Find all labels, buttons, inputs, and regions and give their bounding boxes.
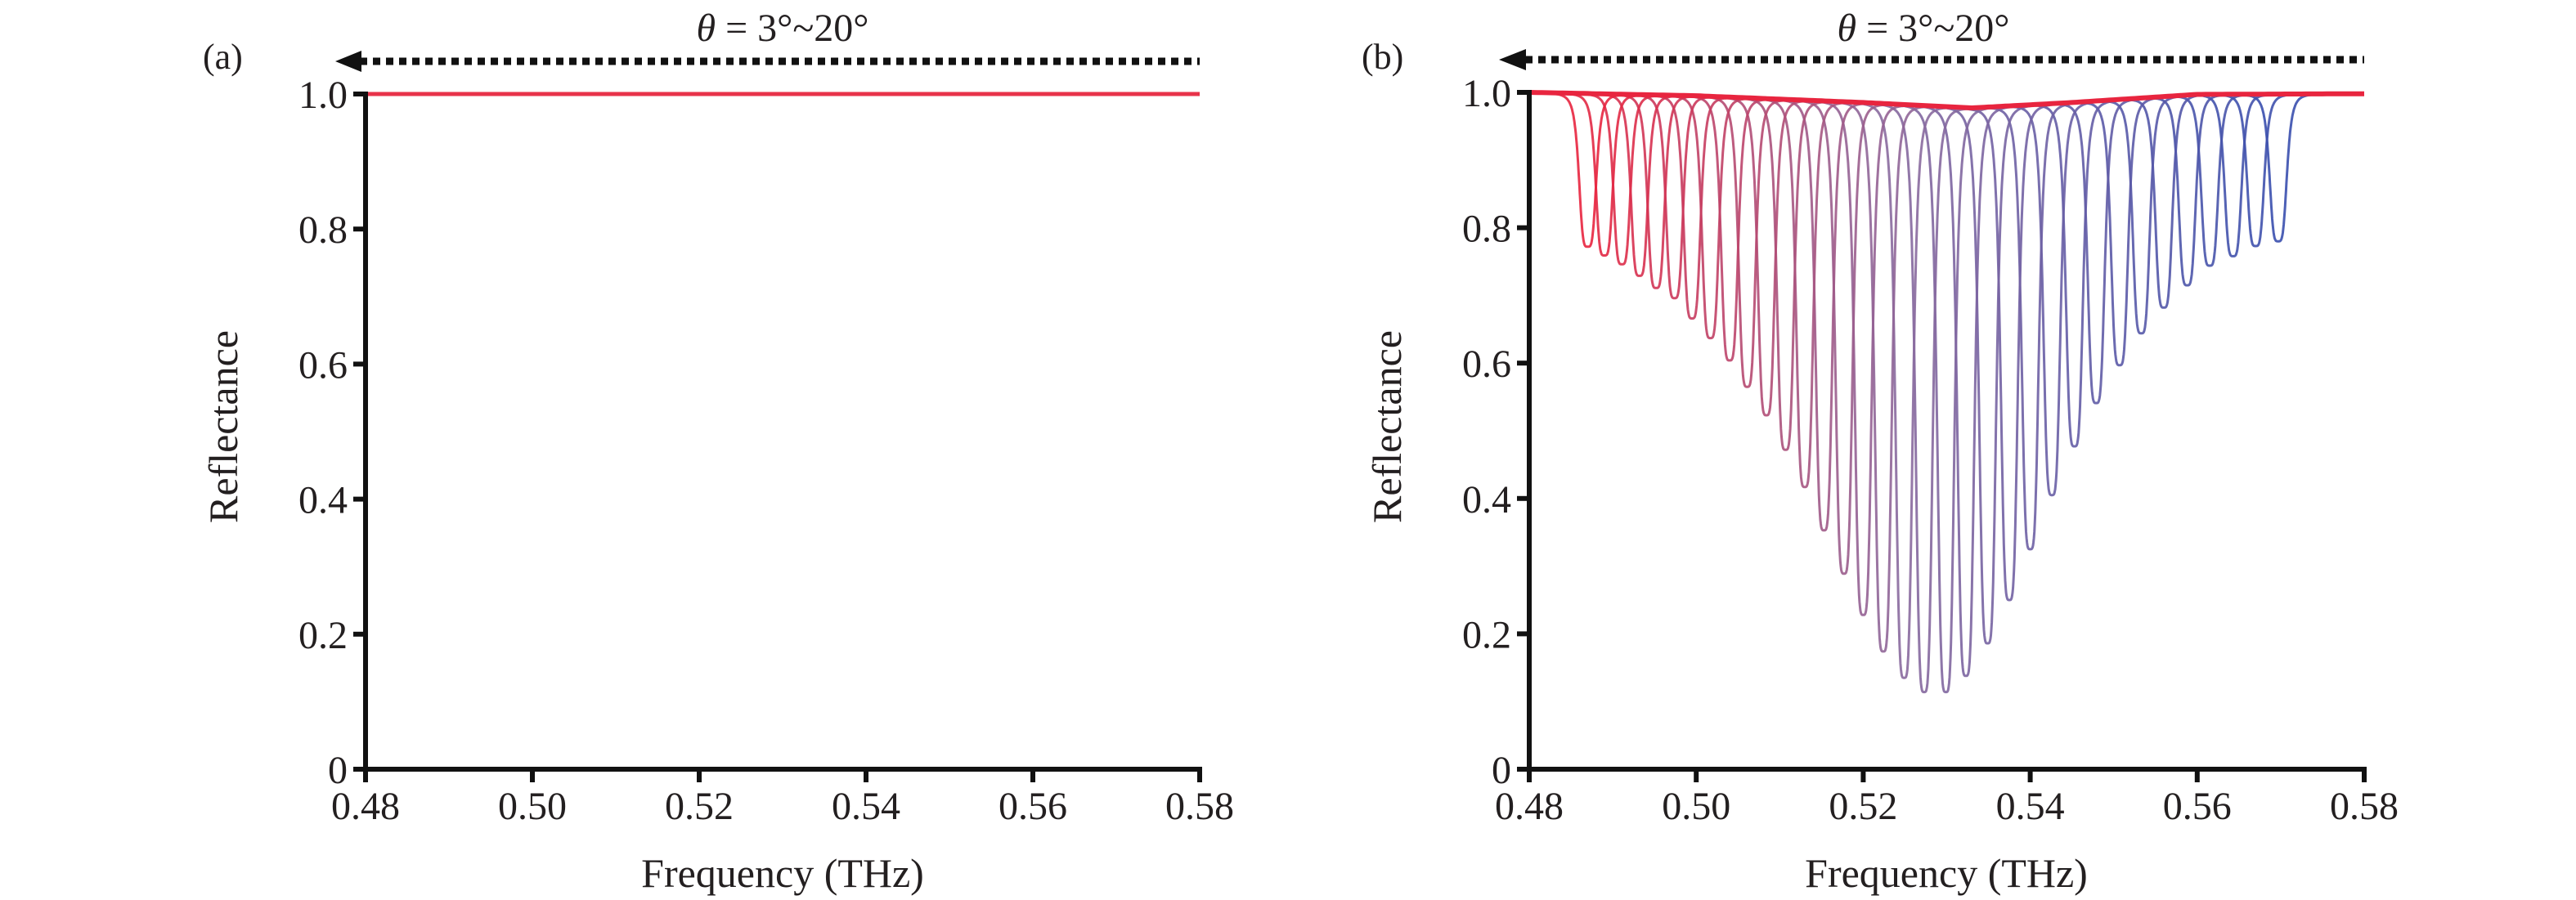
y-tick-label: 0.2 xyxy=(298,614,348,657)
dip-curve xyxy=(1529,91,2364,678)
x-tick-label: 0.50 xyxy=(1662,785,1730,828)
dip-curve xyxy=(1529,91,2364,694)
x-tick-label: 0.52 xyxy=(1829,785,1897,828)
dip-curve xyxy=(1529,91,2364,653)
y-tick-label: 0 xyxy=(1492,749,1511,792)
y-tick-label: 0.8 xyxy=(298,208,348,252)
angle-arrow xyxy=(335,51,1200,72)
axes: 0 0.2 0.4 0.6 0.8 1.0 0.48 0.50 0.52 0.54 0.56 0.58 xyxy=(1462,72,2399,828)
x-axis-title: Frequency (THz) xyxy=(1805,850,2088,896)
y-tick-label: 1.0 xyxy=(298,74,348,117)
panel-a: (a) θ = 3°~20° 00.20.40.60.81.00.48 0.50 0… xyxy=(200,7,1234,896)
x-tick-label: 0.52 xyxy=(665,785,734,828)
envelope-line xyxy=(1528,90,2364,111)
dip-curve xyxy=(1529,91,2364,602)
y-axis-title: Reflectance xyxy=(1364,330,1410,523)
dip-curve xyxy=(1529,91,2364,694)
x-tick-label: 0.58 xyxy=(1165,785,1234,828)
x-tick-label: 0.48 xyxy=(1495,785,1564,828)
y-axis-title: Reflectance xyxy=(200,330,246,523)
dip-curve xyxy=(1529,91,2364,335)
y-tick-label: 0 xyxy=(328,749,348,792)
angle-annotation: θ = 3°~20° xyxy=(1837,7,2009,50)
x-tick-label: 0.50 xyxy=(498,785,567,828)
dip-curve xyxy=(1529,91,2364,532)
x-tick-label: 0.56 xyxy=(999,785,1067,828)
arrowhead-icon xyxy=(335,51,361,72)
angle-annotation: θ = 3°~20° xyxy=(696,7,868,50)
plot-area xyxy=(1528,90,2364,694)
dip-curve xyxy=(1529,91,2364,497)
dip-curve xyxy=(1529,91,2364,448)
panel-label: (b) xyxy=(1362,37,1403,77)
x-tick-label: 0.58 xyxy=(2330,785,2399,828)
y-tick-label: 0.4 xyxy=(1462,478,1511,522)
y-tick-label: 0.4 xyxy=(298,479,348,522)
panel-b: (b) θ = 3°~20° 00.20.40.60.81.00.48 0.50 0… xyxy=(1362,7,2399,896)
dip-curve xyxy=(1529,91,2364,616)
dip-curve xyxy=(1529,91,2364,575)
x-tick-label: 0.48 xyxy=(331,785,400,828)
x-axis-title: Frequency (THz) xyxy=(641,850,924,896)
y-tick-label: 0.2 xyxy=(1462,613,1511,656)
x-tick-label: 0.56 xyxy=(2163,785,2232,828)
y-tick-label: 0.6 xyxy=(1462,343,1511,386)
y-tick-label: 0.6 xyxy=(298,343,348,387)
x-tick-label: 0.54 xyxy=(1996,785,2065,828)
dip-curve xyxy=(1529,91,2364,679)
dip-curve xyxy=(1529,91,2364,489)
dip-curve xyxy=(1529,91,2364,551)
arrowhead-icon xyxy=(1499,49,1526,70)
panel-label: (a) xyxy=(203,37,243,77)
dip-curve xyxy=(1529,91,2364,451)
y-tick-label: 1.0 xyxy=(1462,72,1511,115)
axes: 0 0.2 0.4 0.6 0.8 1.0 0.48 0.50 0.52 0.54 0.56 0.58 xyxy=(298,74,1234,828)
y-tick-label: 0.8 xyxy=(1462,208,1511,251)
angle-arrow xyxy=(1499,49,2364,70)
dip-curve xyxy=(1529,91,2364,645)
x-tick-label: 0.54 xyxy=(832,785,900,828)
